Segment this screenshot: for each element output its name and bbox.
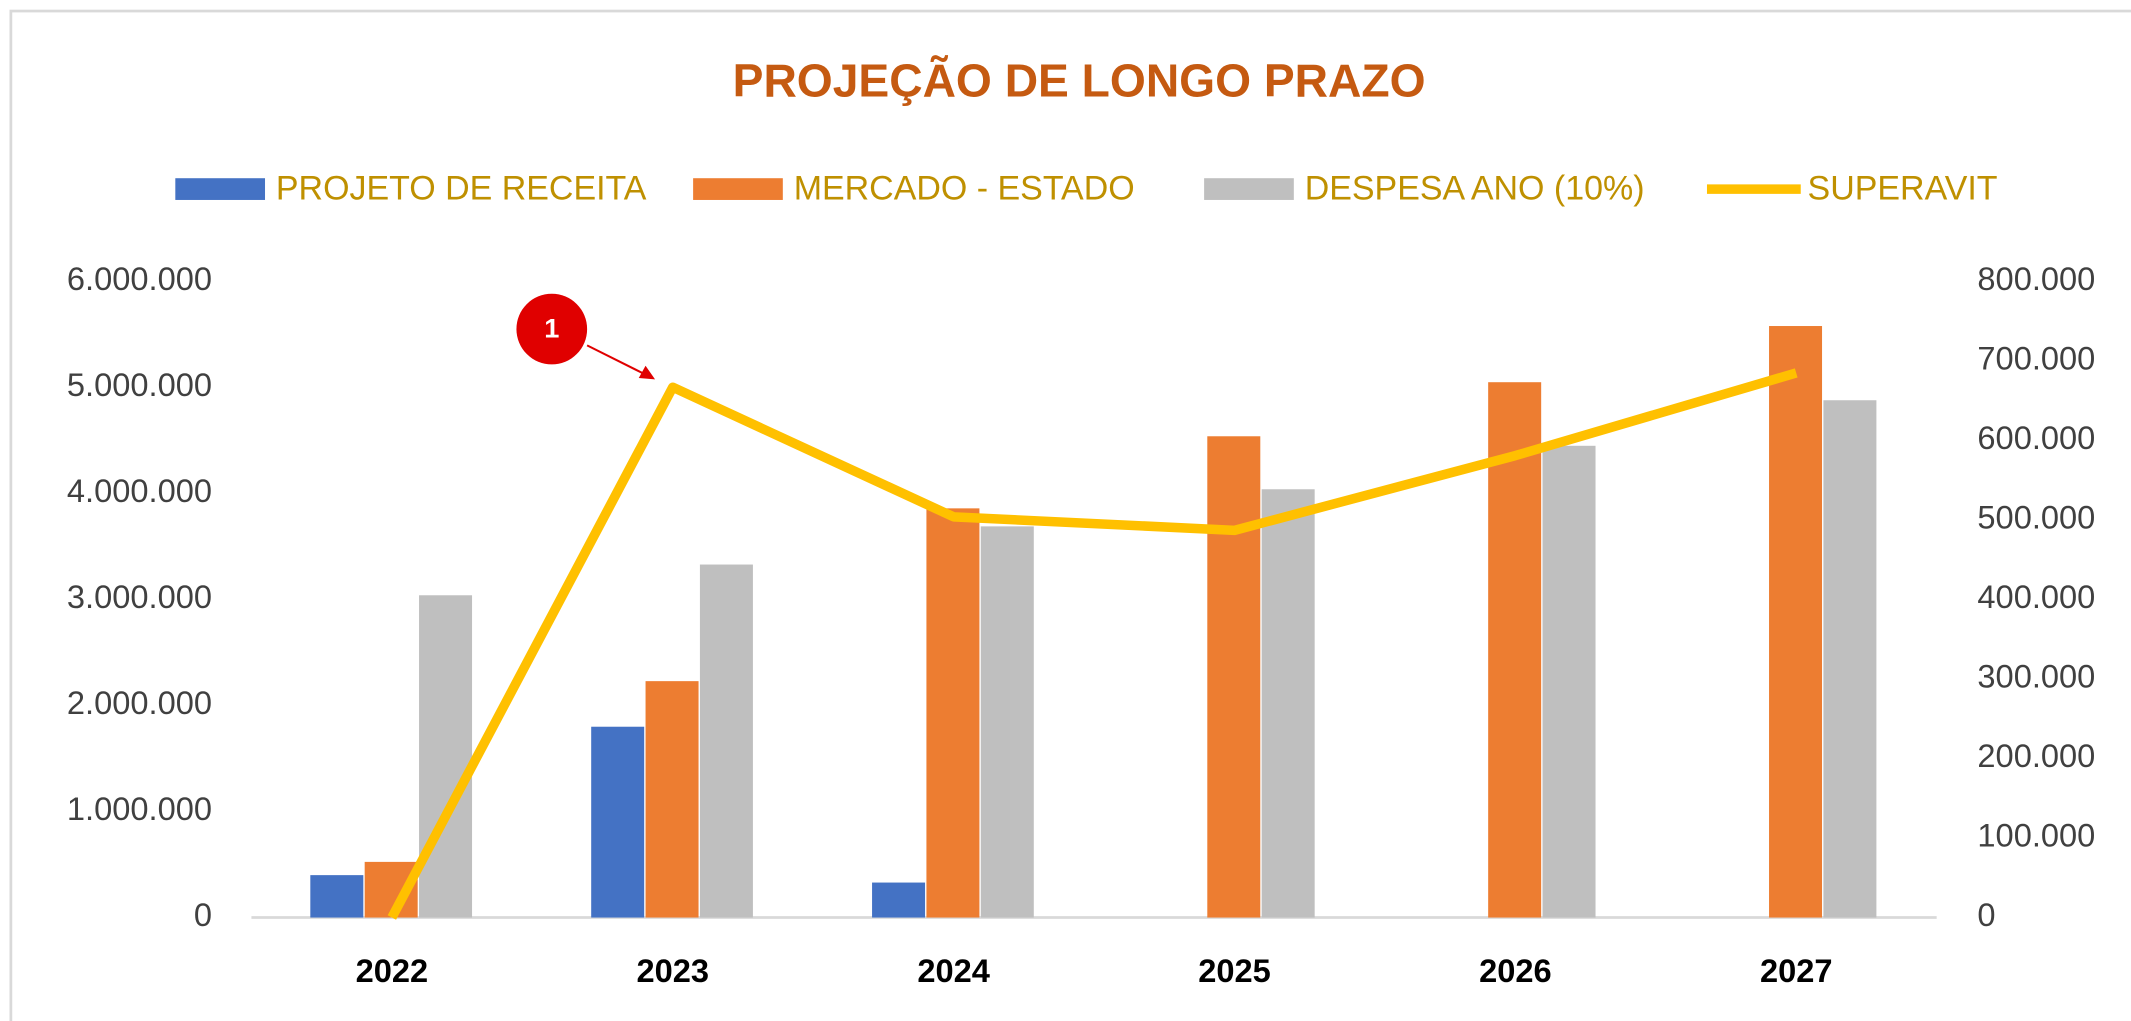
bar [419,595,473,918]
x-tick-label: 2022 [356,952,429,989]
y2-tick-label: 0 [1977,896,1995,933]
legend-label: MERCADO - ESTADO [794,169,1135,207]
x-tick-label: 2027 [1760,952,1833,989]
bar [310,875,364,918]
y-tick-label: 2.000.000 [67,684,212,721]
legend-label: PROJETO DE RECEITA [276,169,647,207]
bar [1261,489,1315,918]
x-tick-label: 2024 [917,952,990,989]
legend-swatch [1204,178,1294,200]
bar [1207,436,1261,918]
annotation-label: 1 [544,313,559,344]
y-tick-label: 6.000.000 [67,260,212,297]
y2-tick-label: 200.000 [1977,737,2095,774]
annotation-arrowhead [638,365,656,380]
legend-label: SUPERAVIT [1808,169,1998,207]
y-tick-label: 0 [194,896,212,933]
chart-title: PROJEÇÃO DE LONGO PRAZO [733,55,1426,107]
x-tick-label: 2025 [1198,952,1271,989]
y2-tick-label: 300.000 [1977,658,2095,695]
y2-tick-label: 400.000 [1977,578,2095,615]
bar [1769,326,1823,918]
bar [980,526,1034,918]
y-tick-label: 4.000.000 [67,472,212,509]
bar [1488,382,1542,918]
y-tick-label: 5.000.000 [67,366,212,403]
x-tick-label: 2026 [1479,952,1552,989]
bar [926,508,980,918]
line-series [387,368,1798,920]
y2-tick-label: 500.000 [1977,499,2095,536]
x-tick-label: 2023 [636,952,709,989]
y2-tick-label: 700.000 [1977,340,2095,377]
legend-swatch [175,178,266,200]
bar [1542,445,1596,918]
bar [1823,400,1877,918]
legend-label: DESPESA ANO (10%) [1305,169,1645,207]
bar [645,681,699,918]
bar [872,882,926,918]
legend-swatch [693,178,783,200]
bar [591,726,645,918]
bar [699,564,753,918]
y2-tick-label: 800.000 [1977,260,2095,297]
y2-tick-label: 100.000 [1977,817,2095,854]
y2-tick-label: 600.000 [1977,419,2095,456]
annotation-arrow [586,344,648,377]
y-tick-label: 1.000.000 [67,790,212,827]
annotation-badge [516,293,588,365]
y-tick-label: 3.000.000 [67,578,212,615]
